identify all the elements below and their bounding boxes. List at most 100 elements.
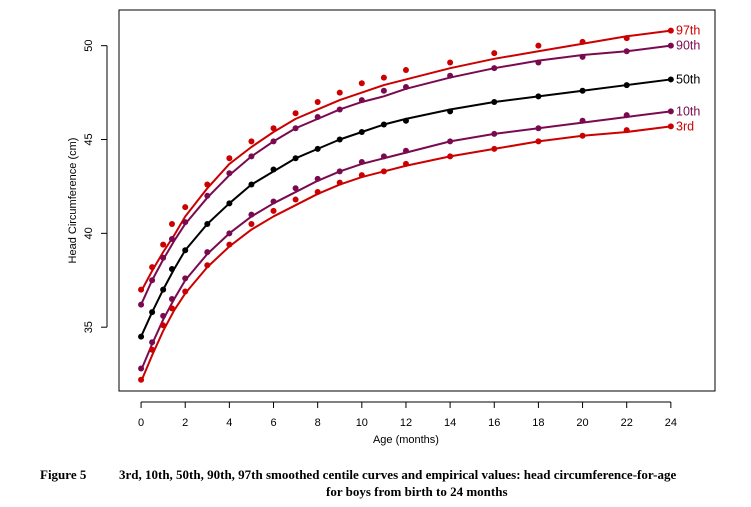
data-point — [204, 262, 211, 269]
x-tick-label: 20 — [576, 417, 588, 429]
y-axis: 35 40 45 50 — [83, 40, 108, 333]
series-90th: 90th — [138, 39, 700, 308]
caption-line-1: 3rd, 10th, 50th, 90th, 97th smoothed cen… — [119, 467, 677, 482]
series-97th: 97th — [138, 24, 700, 293]
data-point — [149, 264, 156, 271]
data-point — [226, 241, 233, 248]
data-point — [402, 83, 409, 90]
series-label-3rd: 3rd — [676, 119, 694, 133]
x-tick-label: 16 — [488, 417, 500, 429]
data-point — [182, 288, 189, 295]
data-point — [248, 220, 255, 227]
x-tick-label: 8 — [315, 417, 321, 429]
data-point — [204, 220, 211, 227]
data-point — [138, 365, 145, 372]
data-point — [160, 254, 167, 261]
data-point — [182, 204, 189, 211]
data-point — [149, 346, 156, 353]
x-tick-label: 4 — [226, 417, 232, 429]
data-point — [402, 147, 409, 154]
data-point — [535, 59, 542, 66]
data-point — [535, 42, 542, 49]
series-10th: 10th — [138, 104, 700, 372]
data-point — [248, 138, 255, 145]
data-point — [168, 266, 175, 272]
data-point — [160, 322, 167, 329]
data-point — [380, 153, 387, 160]
data-point — [168, 235, 175, 242]
data-point — [270, 198, 277, 205]
data-point — [402, 117, 409, 124]
data-point — [579, 87, 586, 94]
data-point — [270, 138, 277, 145]
data-point — [623, 48, 630, 55]
data-point — [248, 153, 255, 160]
data-point — [138, 376, 145, 383]
data-point — [336, 106, 343, 113]
data-point — [138, 301, 145, 308]
x-tick-label: 6 — [270, 417, 276, 429]
x-tick-label: 14 — [444, 417, 456, 429]
data-point — [168, 305, 175, 312]
series-50th: 50th — [138, 72, 700, 340]
data-point — [248, 181, 255, 188]
data-point — [336, 136, 343, 143]
data-point — [358, 97, 365, 104]
data-point — [336, 168, 343, 175]
data-point — [292, 155, 299, 162]
data-point — [380, 168, 387, 175]
data-point — [667, 27, 674, 34]
data-point — [380, 121, 387, 128]
data-point — [491, 130, 498, 137]
data-point — [336, 89, 343, 96]
data-point — [535, 93, 542, 100]
data-point — [270, 166, 277, 173]
series-label-90th: 90th — [676, 39, 700, 53]
series-label-10th: 10th — [676, 104, 700, 118]
data-point — [270, 125, 277, 132]
data-point — [623, 127, 630, 134]
data-point — [447, 59, 454, 66]
data-point — [402, 160, 409, 167]
data-point — [623, 112, 630, 119]
data-point — [667, 42, 674, 49]
data-point — [149, 339, 156, 346]
data-point — [182, 247, 189, 254]
data-point — [226, 155, 233, 162]
y-tick-label: 40 — [83, 227, 95, 239]
data-point — [402, 67, 409, 74]
data-point — [579, 132, 586, 139]
data-point — [149, 309, 156, 316]
data-point — [579, 53, 586, 60]
data-point — [292, 125, 299, 132]
data-point — [447, 108, 454, 115]
plot-frame — [118, 9, 716, 392]
data-point — [380, 74, 387, 81]
data-point — [160, 312, 167, 319]
data-point — [623, 35, 630, 42]
data-point — [138, 333, 145, 340]
data-point — [270, 207, 277, 214]
y-tick-label: 50 — [83, 40, 95, 52]
x-tick-label: 18 — [532, 417, 544, 429]
plot-area — [118, 9, 716, 392]
data-point — [204, 192, 211, 199]
x-tick-label: 2 — [182, 417, 188, 429]
data-point — [667, 108, 674, 115]
data-point — [182, 275, 189, 282]
data-point — [623, 82, 630, 89]
data-point — [447, 153, 454, 160]
data-point — [535, 125, 542, 132]
x-tick-label: 24 — [665, 417, 677, 429]
data-point — [314, 145, 321, 152]
data-point — [667, 123, 674, 130]
data-point — [579, 38, 586, 45]
data-point — [358, 129, 365, 135]
data-point — [292, 110, 299, 117]
series-label-50th: 50th — [676, 72, 700, 86]
data-point — [292, 185, 299, 192]
data-point — [226, 230, 233, 237]
data-point — [358, 159, 365, 166]
data-point — [168, 296, 175, 303]
